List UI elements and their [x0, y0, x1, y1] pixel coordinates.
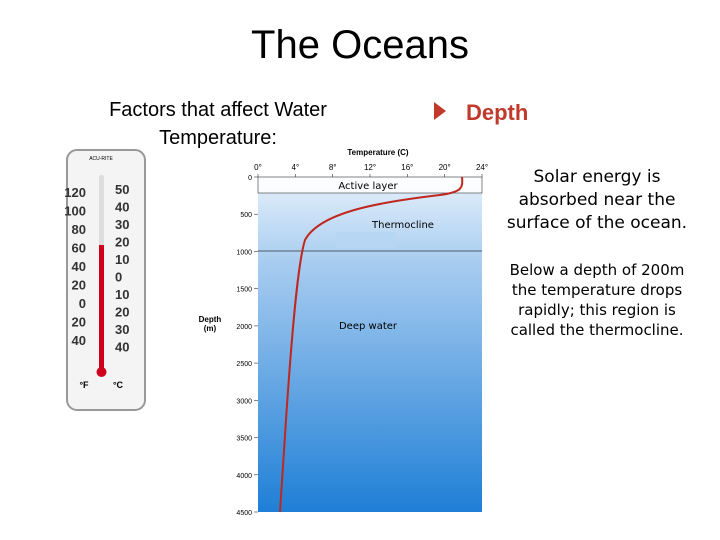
fahrenheit-label: 120 — [64, 185, 86, 200]
x-tick-label: 12° — [364, 163, 376, 172]
paragraph-line: absorbed near the — [519, 190, 676, 210]
subtitle-line: Factors that affect Water — [109, 99, 327, 121]
fahrenheit-label: 20 — [72, 315, 86, 330]
heading: Depth — [466, 100, 528, 125]
thermometer: ACU-RITE — [66, 149, 146, 411]
celsius-label: 40 — [115, 340, 129, 355]
celsius-label: 0 — [115, 270, 122, 285]
brand: ACU-RITE — [89, 156, 113, 162]
celsius-label: 50 — [115, 182, 129, 197]
x-tick-label: 4° — [292, 163, 300, 172]
paragraph-line: rapidly; this region is — [518, 301, 676, 319]
y-tick-label: 4500 — [236, 510, 252, 517]
y-tick-label: 3000 — [236, 398, 252, 405]
paragraph-line: Below a depth of 200m — [510, 261, 685, 279]
celsius-label: 10 — [115, 252, 129, 267]
thermometer-body — [66, 149, 146, 411]
fahrenheit-label: 100 — [64, 204, 86, 219]
layer-label: Thermocline — [371, 220, 434, 231]
y-tick-label: 1500 — [236, 287, 252, 294]
y-tick-label: 500 — [240, 212, 252, 219]
fahrenheit-label: 40 — [72, 259, 86, 274]
y-tick-label: 0 — [248, 175, 252, 182]
x-axis-label: Temperature (C) — [347, 148, 409, 157]
celsius-label: 10 — [115, 287, 129, 302]
y-tick-label: 1000 — [236, 249, 252, 256]
x-tick-label: 8° — [329, 163, 337, 172]
celsius-label: 40 — [115, 200, 129, 215]
y-axis-label: (m) — [204, 324, 217, 333]
paragraph-line: the temperature drops — [512, 281, 682, 299]
y-tick-label: 4000 — [236, 473, 252, 480]
fahrenheit-unit: °F — [79, 380, 89, 390]
celsius-label: 30 — [115, 322, 129, 337]
celsius-unit: °C — [113, 380, 124, 390]
y-axis-label: Depth — [199, 315, 222, 324]
thermometer-bulb — [96, 367, 107, 377]
celsius-label: 30 — [115, 217, 129, 232]
celsius-label: 20 — [115, 235, 129, 250]
fahrenheit-label: 60 — [72, 241, 86, 256]
x-tick-label: 20° — [439, 163, 451, 172]
y-tick-label: 2000 — [236, 324, 252, 331]
x-tick-label: 16° — [401, 163, 413, 172]
fahrenheit-label: 20 — [72, 278, 86, 293]
thermocline-label-box — [336, 232, 396, 248]
y-tick-label: 2500 — [236, 361, 252, 368]
paragraph-line: Solar energy is — [534, 167, 661, 187]
layer-label: Deep water — [339, 321, 398, 332]
paragraph-line: called the thermocline. — [510, 321, 683, 339]
fahrenheit-label: 40 — [72, 333, 86, 348]
fahrenheit-label: 0 — [79, 296, 86, 311]
slide-title: The Oceans — [251, 23, 469, 67]
celsius-label: 20 — [115, 305, 129, 320]
fahrenheit-label: 80 — [72, 222, 86, 237]
temperature-profile — [279, 176, 464, 513]
subtitle-line: Temperature: — [159, 127, 277, 149]
y-tick-label: 3500 — [236, 436, 252, 443]
layer-label: Active layer — [338, 181, 398, 192]
x-tick-label: 24° — [476, 163, 488, 172]
x-tick-label: 0° — [254, 163, 262, 172]
paragraph-line: surface of the ocean. — [507, 213, 687, 233]
bullet-arrow — [434, 102, 446, 120]
thermometer-liquid — [99, 245, 104, 370]
